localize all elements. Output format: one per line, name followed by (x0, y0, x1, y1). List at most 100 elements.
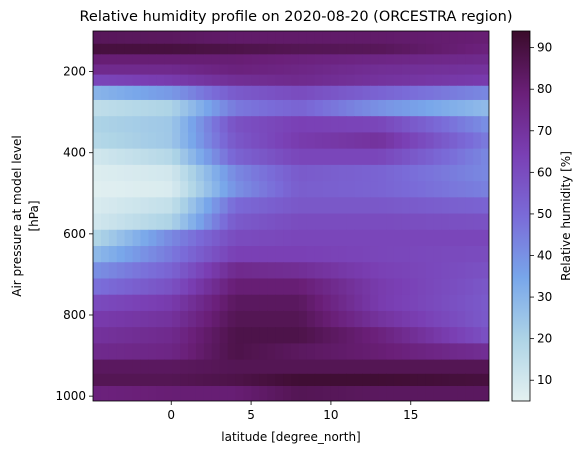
heatmap-cell (132, 197, 142, 215)
heatmap-cell (259, 327, 268, 344)
heatmap-cell (283, 197, 292, 215)
heatmap-cell (378, 294, 387, 312)
heatmap-cell (457, 132, 466, 150)
heatmap-cell (465, 31, 474, 45)
heatmap-cell (457, 246, 466, 263)
heatmap-cell (180, 64, 189, 76)
heatmap-cell (172, 132, 181, 150)
heatmap-cell (465, 385, 474, 401)
heatmap-cell (227, 54, 237, 66)
heatmap-cell (314, 385, 324, 401)
heatmap-cell (180, 385, 189, 401)
heatmap-cell (251, 64, 260, 76)
heatmap-cell (243, 343, 252, 361)
heatmap-cell (251, 148, 260, 166)
heatmap-cell (378, 229, 387, 247)
heatmap-cell (219, 164, 229, 182)
heatmap-cell (386, 262, 395, 280)
heatmap-cell (124, 262, 134, 280)
heatmap-cell (378, 132, 387, 150)
heatmap-cell (93, 246, 102, 263)
heatmap-cell (259, 64, 268, 76)
heatmap-cell (322, 213, 332, 231)
heatmap-cell (219, 43, 229, 55)
heatmap-cell (386, 164, 395, 182)
heatmap-cell (188, 164, 197, 182)
heatmap-cell (314, 310, 324, 328)
heatmap-cell (283, 327, 292, 344)
heatmap-cell (338, 116, 348, 134)
heatmap-cell (409, 85, 419, 101)
heatmap-cell (267, 294, 276, 312)
heatmap-cell (211, 262, 221, 280)
heatmap-cell (172, 64, 181, 76)
heatmap-cell (124, 31, 134, 45)
heatmap-cell (140, 262, 150, 280)
heatmap-cell (124, 359, 134, 375)
heatmap-cell (243, 64, 252, 76)
heatmap-cell (378, 74, 387, 87)
heatmap-cell (267, 246, 276, 263)
heatmap-cell (417, 132, 427, 150)
heatmap-cell (362, 213, 371, 231)
heatmap-cell (108, 54, 118, 66)
heatmap-cell (251, 327, 260, 344)
heatmap-cell (354, 181, 363, 198)
heatmap-cell (393, 262, 403, 280)
heatmap-cell (417, 99, 427, 117)
heatmap-cell (100, 74, 110, 87)
heatmap-cell (378, 262, 387, 280)
heatmap-cell (449, 294, 458, 312)
heatmap-cell (291, 278, 300, 296)
heatmap-cell (267, 327, 276, 344)
heatmap-cell (386, 74, 395, 87)
heatmap-cell (354, 54, 363, 66)
heatmap-cell (172, 246, 181, 263)
heatmap-cell (140, 278, 150, 296)
heatmap-cell (243, 294, 252, 312)
heatmap-cell (195, 85, 205, 101)
heatmap-cell (481, 246, 489, 263)
heatmap-cell (314, 278, 324, 296)
heatmap-cell (362, 229, 371, 247)
x-tick-label: 0 (167, 408, 175, 422)
colorbar-tick-label: 70 (537, 124, 552, 138)
heatmap-cell (195, 181, 205, 198)
heatmap-cell (433, 31, 443, 45)
heatmap-cell (283, 85, 292, 101)
heatmap-cell (330, 64, 340, 76)
heatmap-cell (243, 385, 252, 401)
heatmap-cell (409, 310, 419, 328)
heatmap-cell (100, 310, 110, 328)
heatmap-cell (116, 148, 126, 166)
heatmap-cell (116, 74, 126, 87)
heatmap-cell (124, 74, 134, 87)
heatmap-cell (465, 213, 474, 231)
heatmap-cell (172, 343, 181, 361)
heatmap-cell (211, 278, 221, 296)
heatmap-cell (227, 85, 237, 101)
heatmap-cell (306, 43, 316, 55)
heatmap-cell (473, 294, 482, 312)
heatmap-cell (267, 262, 276, 280)
heatmap-cell (195, 148, 205, 166)
heatmap-cell (473, 229, 482, 247)
heatmap-cell (306, 246, 316, 263)
heatmap-cell (338, 262, 348, 280)
heatmap-cell (393, 246, 403, 263)
heatmap-cell (283, 181, 292, 198)
heatmap-cell (93, 116, 102, 134)
heatmap-cell (465, 327, 474, 344)
heatmap-cell (116, 262, 126, 280)
heatmap-cell (243, 327, 252, 344)
heatmap-cell (386, 148, 395, 166)
heatmap-cell (172, 385, 181, 401)
heatmap-cell (211, 31, 221, 45)
heatmap-cell (172, 213, 181, 231)
heatmap-cell (465, 229, 474, 247)
heatmap-cell (203, 310, 213, 328)
heatmap-cell (441, 343, 450, 361)
heatmap-cell (108, 85, 118, 101)
heatmap-cell (188, 85, 197, 101)
